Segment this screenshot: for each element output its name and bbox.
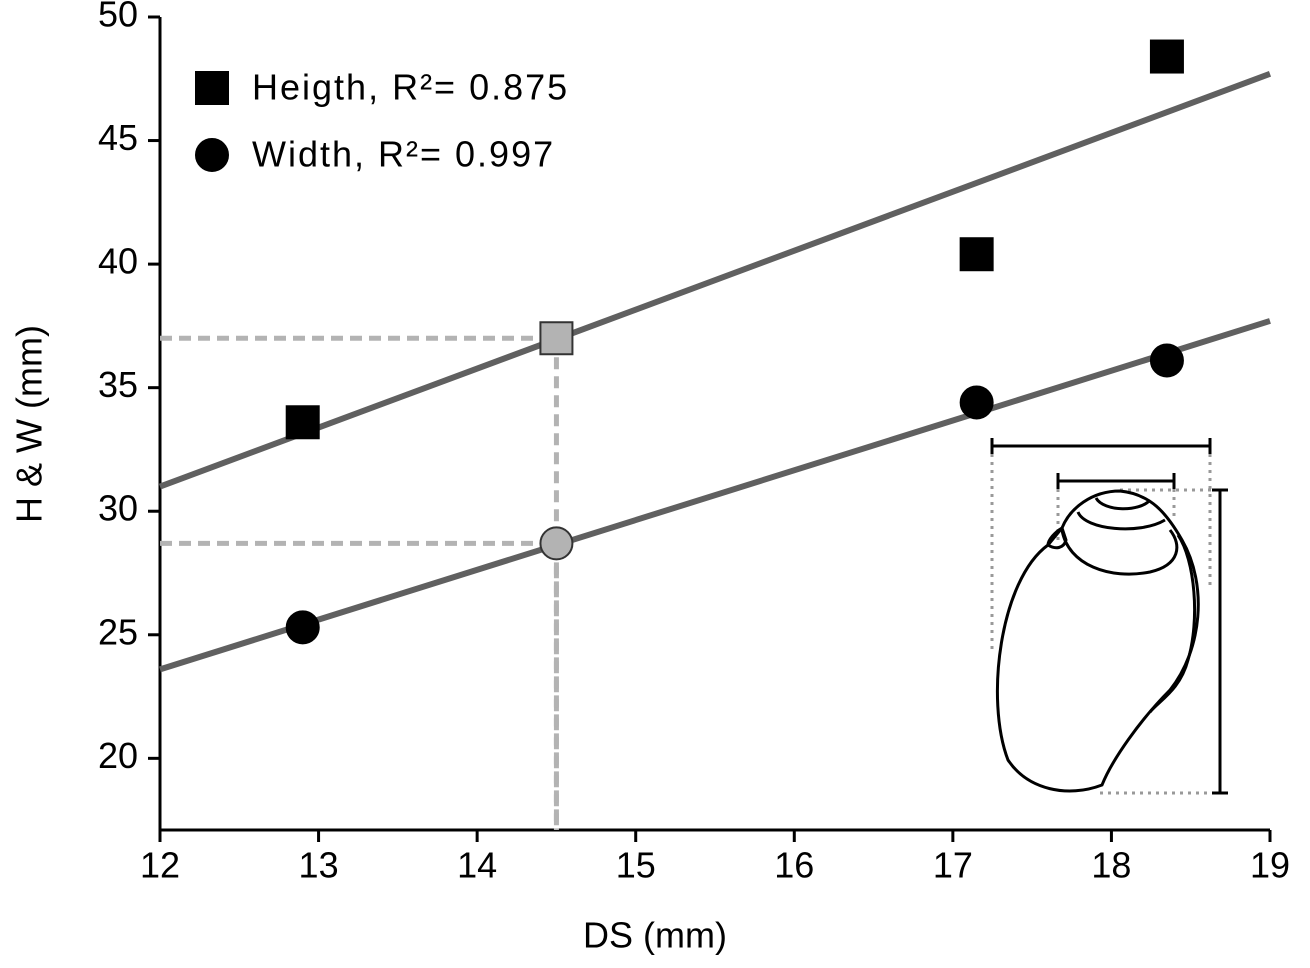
y-tick-label: 25 — [98, 611, 138, 652]
estimate-point — [539, 321, 574, 356]
data-point — [1149, 343, 1184, 378]
inset-bars — [990, 438, 1228, 795]
inset: W DS H — [990, 438, 1228, 795]
legend-label: Width, R²= 0.997 — [252, 134, 555, 175]
estimate-point — [539, 526, 574, 561]
x-tick-label: 18 — [1091, 845, 1131, 886]
fit-line — [158, 71, 1272, 490]
x-tick-label: 15 — [616, 845, 656, 886]
data-point — [959, 385, 994, 420]
y-tick-label: 35 — [98, 364, 138, 405]
x-axis-label: DS (mm) — [583, 915, 727, 956]
legend-marker — [195, 138, 229, 172]
y-tick-label: 45 — [98, 117, 138, 158]
x-tick-label: 16 — [774, 845, 814, 886]
x-tick-label: 19 — [1250, 845, 1290, 886]
x-tick-label: 14 — [457, 845, 497, 886]
x-tick-label: 13 — [299, 845, 339, 886]
y-axis-label: H & W (mm) — [9, 325, 50, 523]
fit-line — [159, 318, 1271, 673]
data-point — [1149, 39, 1184, 74]
x-tick-label: 17 — [933, 845, 973, 886]
y-tick-label: 30 — [98, 488, 138, 529]
data-point — [285, 405, 320, 440]
legend-marker — [195, 71, 229, 105]
legend-label: Heigth, R²= 0.875 — [252, 67, 569, 108]
shell — [995, 489, 1200, 793]
data-point — [285, 610, 320, 645]
y-tick-label: 40 — [98, 241, 138, 282]
data-point — [959, 237, 994, 272]
y-tick-label: 50 — [98, 0, 138, 35]
x-tick-label: 12 — [140, 845, 180, 886]
y-tick-label: 20 — [98, 735, 138, 776]
